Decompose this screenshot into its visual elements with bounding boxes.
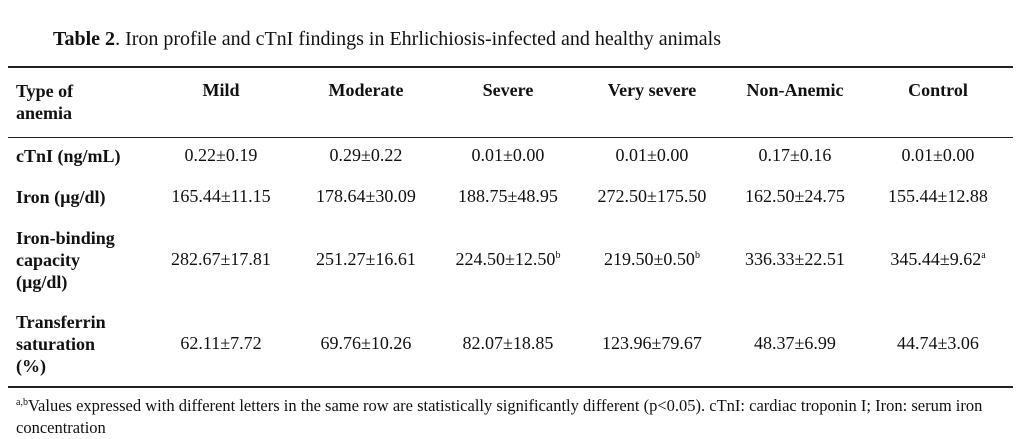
table-cell: 162.50±24.75 <box>745 186 845 206</box>
row-label-line: Transferrin <box>16 312 106 332</box>
table-cell: 123.96±79.67 <box>602 333 702 353</box>
table-title: Table 2. Iron profile and cTnI findings … <box>53 28 721 51</box>
header-row-label-line2: anemia <box>16 103 72 123</box>
table-cell: 82.07±18.85 <box>462 333 554 353</box>
table-cell: 251.27±16.61 <box>316 249 416 269</box>
table-cell: 48.37±6.99 <box>754 333 836 353</box>
table-cell: 282.67±17.81 <box>171 249 271 269</box>
table-cell: 0.22±0.19 <box>184 145 258 165</box>
table-cell: 165.44±11.15 <box>171 186 271 206</box>
footnote-marker: a,b <box>16 397 28 408</box>
row-label-ctni: cTnI (ng/mL) <box>16 145 121 167</box>
row-label-line: Iron-binding <box>16 228 115 248</box>
table-cell: 336.33±22.51 <box>745 249 845 269</box>
table-caption: . Iron profile and cTnI findings in Ehrl… <box>115 28 721 50</box>
row-label-line: (%) <box>16 356 46 376</box>
table-cell: 188.75±48.95 <box>458 186 558 206</box>
table-footnote: a,bValues expressed with different lette… <box>16 392 1011 439</box>
header-rule <box>8 137 1013 138</box>
row-label-line: cTnI (ng/mL) <box>16 146 121 166</box>
row-label-line: capacity <box>16 250 80 270</box>
bottom-rule <box>8 386 1013 388</box>
table-cell: 44.74±3.06 <box>897 333 979 353</box>
table-cell: 272.50±175.50 <box>597 186 707 206</box>
table-cell: 0.01±0.00 <box>901 145 975 165</box>
header-col-mild: Mild <box>202 80 240 100</box>
table-cell: 0.29±0.22 <box>329 145 403 165</box>
header-col-moderate: Moderate <box>328 80 404 100</box>
table-cell: 178.64±30.09 <box>316 186 416 206</box>
table-number: Table 2 <box>53 28 116 50</box>
row-label-transferrin-saturation: Transferrin saturation (%) <box>16 311 106 377</box>
table-cell: 224.50±12.50b <box>455 249 561 269</box>
header-col-very-severe: Very severe <box>607 80 697 100</box>
table-cell: 0.01±0.00 <box>471 145 545 165</box>
footnote-text: Values expressed with different letters … <box>16 396 983 437</box>
header-col-control: Control <box>908 80 968 100</box>
table-cell: 345.44±9.62a <box>890 249 986 269</box>
header-row-label-line1: Type of <box>16 81 74 101</box>
header-row-label: Type of anemia <box>16 80 73 124</box>
table-cell: 0.17±0.16 <box>758 145 832 165</box>
table-cell: 62.11±7.72 <box>180 333 262 353</box>
table-cell: 219.50±0.50b <box>604 249 700 269</box>
row-label-line: (µg/dl) <box>16 272 68 292</box>
header-col-severe: Severe <box>482 80 534 100</box>
header-col-non-anemic: Non-Anemic <box>746 80 844 100</box>
row-label-iron: Iron (µg/dl) <box>16 186 106 208</box>
table-cell: 0.01±0.00 <box>615 145 689 165</box>
row-label-line: Iron (µg/dl) <box>16 187 106 207</box>
row-label-line: saturation <box>16 334 96 354</box>
table-cell: 155.44±12.88 <box>888 186 988 206</box>
row-label-iron-binding-capacity: Iron-binding capacity (µg/dl) <box>16 227 115 293</box>
table-cell: 69.76±10.26 <box>320 333 412 353</box>
top-rule <box>8 66 1013 68</box>
